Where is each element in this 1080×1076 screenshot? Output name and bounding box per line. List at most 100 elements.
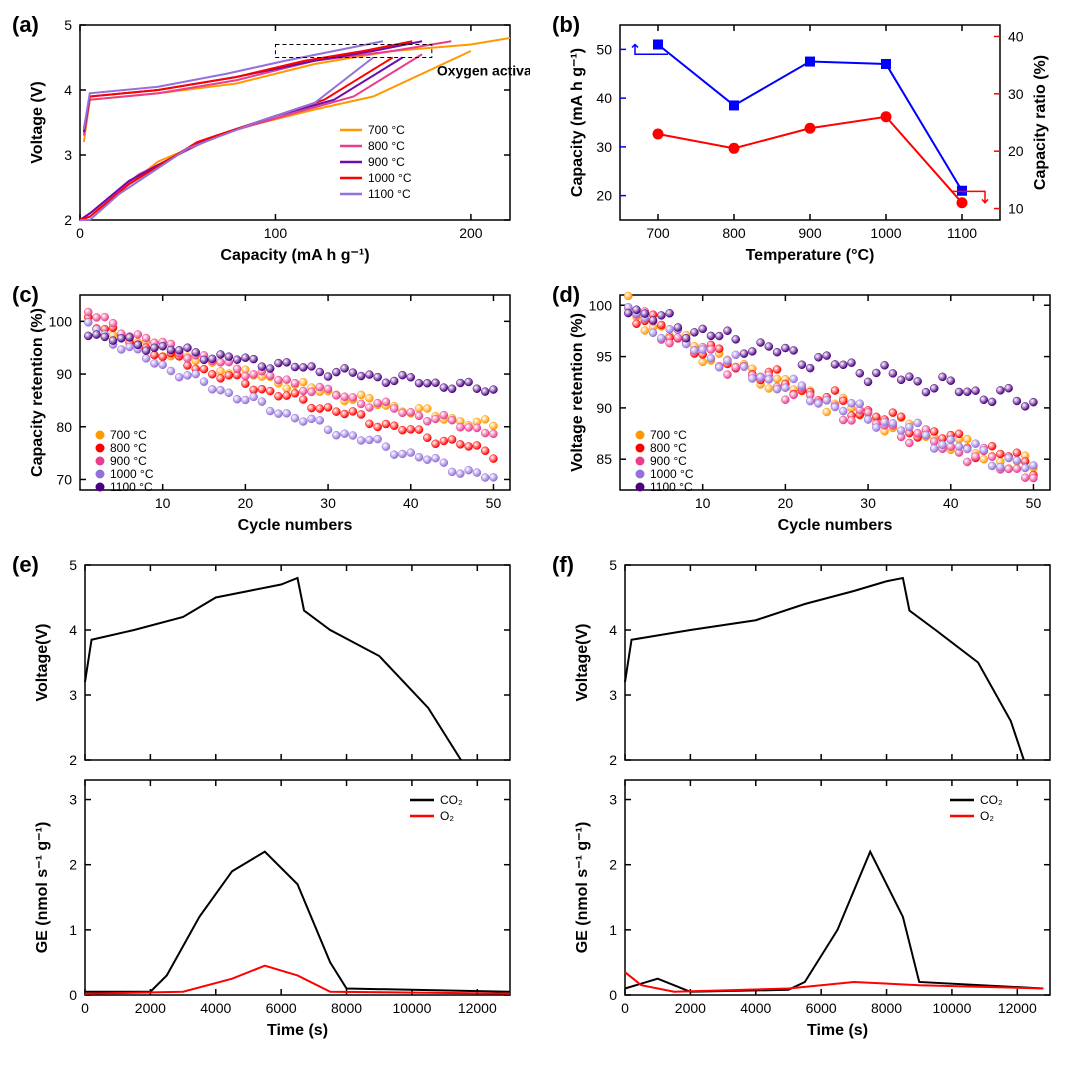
panel-b: (b) 700800900100011002030405010203040Tem… xyxy=(550,10,1070,270)
svg-text:6000: 6000 xyxy=(266,1000,297,1016)
svg-text:GE (nmol s⁻¹ g⁻¹): GE (nmol s⁻¹ g⁻¹) xyxy=(34,822,51,954)
svg-text:20: 20 xyxy=(778,495,794,511)
svg-text:8000: 8000 xyxy=(331,1000,362,1016)
panel-d-label: (d) xyxy=(552,282,580,308)
svg-text:0: 0 xyxy=(69,987,77,1003)
svg-text:40: 40 xyxy=(1008,28,1024,44)
chart-d: 1020304050859095100Cycle numbersVoltage … xyxy=(550,280,1070,540)
svg-text:30: 30 xyxy=(320,495,336,511)
svg-text:Time (s): Time (s) xyxy=(267,1022,328,1039)
svg-text:2000: 2000 xyxy=(135,1000,166,1016)
svg-text:700 °C: 700 °C xyxy=(368,123,405,137)
svg-text:1: 1 xyxy=(609,922,617,938)
chart-b: 700800900100011002030405010203040Tempera… xyxy=(550,10,1070,270)
svg-text:3: 3 xyxy=(69,792,77,808)
chart-e: 2345Voltage(V)01230200040006000800010000… xyxy=(10,550,530,1050)
svg-text:GE (nmol s⁻¹ g⁻¹): GE (nmol s⁻¹ g⁻¹) xyxy=(574,822,591,954)
panel-c-label: (c) xyxy=(12,282,39,308)
svg-text:4: 4 xyxy=(69,622,77,638)
svg-text:6000: 6000 xyxy=(806,1000,837,1016)
svg-text:5: 5 xyxy=(69,557,77,573)
svg-text:Voltage retention (%): Voltage retention (%) xyxy=(569,313,586,472)
svg-text:30: 30 xyxy=(860,495,876,511)
svg-text:1000 °C: 1000 °C xyxy=(110,467,154,481)
svg-text:4000: 4000 xyxy=(200,1000,231,1016)
svg-text:20: 20 xyxy=(596,188,612,204)
svg-text:90: 90 xyxy=(56,366,72,382)
chart-a: 0 100 200 2 3 4 5 Capacity (mA h g⁻¹) Voltage (V… xyxy=(10,10,530,270)
svg-text:4: 4 xyxy=(609,622,617,638)
svg-text:5: 5 xyxy=(609,557,617,573)
svg-text:800 °C: 800 °C xyxy=(368,139,405,153)
svg-text:Cycle numbers: Cycle numbers xyxy=(238,517,353,534)
svg-text:20: 20 xyxy=(1008,143,1024,159)
svg-text:Capacity ratio (%): Capacity ratio (%) xyxy=(1032,55,1049,190)
svg-text:3: 3 xyxy=(69,687,77,703)
svg-text:30: 30 xyxy=(1008,86,1024,102)
svg-text:30: 30 xyxy=(596,139,612,155)
svg-text:Cycle numbers: Cycle numbers xyxy=(778,517,893,534)
svg-text:12000: 12000 xyxy=(998,1000,1037,1016)
svg-text:50: 50 xyxy=(1026,495,1042,511)
svg-text:4: 4 xyxy=(64,82,72,98)
svg-text:900 °C: 900 °C xyxy=(110,454,147,468)
svg-text:3: 3 xyxy=(609,687,617,703)
svg-text:100: 100 xyxy=(264,225,288,241)
svg-text:1100 °C: 1100 °C xyxy=(110,480,153,494)
svg-text:2000: 2000 xyxy=(675,1000,706,1016)
svg-text:90: 90 xyxy=(596,400,612,416)
panel-f-label: (f) xyxy=(552,552,574,578)
svg-text:12000: 12000 xyxy=(458,1000,497,1016)
svg-text:Voltage(V): Voltage(V) xyxy=(34,624,51,702)
chart-c: 1020304050708090100Cycle numbersCapacity… xyxy=(10,280,530,540)
svg-text:Capacity (mA h g⁻¹): Capacity (mA h g⁻¹) xyxy=(220,247,369,264)
svg-text:70: 70 xyxy=(56,471,72,487)
svg-text:1000 °C: 1000 °C xyxy=(650,467,694,481)
svg-text:O₂: O₂ xyxy=(980,809,994,823)
svg-text:Temperature (°C): Temperature (°C) xyxy=(746,247,875,264)
svg-text:4000: 4000 xyxy=(740,1000,771,1016)
svg-text:1000: 1000 xyxy=(870,225,901,241)
svg-text:10000: 10000 xyxy=(932,1000,971,1016)
panel-e-label: (e) xyxy=(12,552,39,578)
svg-text:Voltage(V): Voltage(V) xyxy=(574,624,591,702)
svg-text:3: 3 xyxy=(64,147,72,163)
svg-text:900 °C: 900 °C xyxy=(650,454,687,468)
svg-text:800 °C: 800 °C xyxy=(110,441,147,455)
svg-text:5: 5 xyxy=(64,17,72,33)
svg-text:10: 10 xyxy=(1008,201,1024,217)
chart-f: 2345Voltage(V)01230200040006000800010000… xyxy=(550,550,1070,1050)
svg-text:1100: 1100 xyxy=(947,225,977,241)
svg-text:10: 10 xyxy=(155,495,171,511)
svg-text:0: 0 xyxy=(609,987,617,1003)
svg-text:85: 85 xyxy=(596,451,612,467)
svg-text:10000: 10000 xyxy=(392,1000,431,1016)
svg-text:2: 2 xyxy=(609,752,617,768)
svg-text:2: 2 xyxy=(69,752,77,768)
panel-b-label: (b) xyxy=(552,12,580,38)
panel-a-label: (a) xyxy=(12,12,39,38)
svg-text:0: 0 xyxy=(76,225,84,241)
svg-text:Capacity retention (%): Capacity retention (%) xyxy=(29,308,46,477)
svg-text:200: 200 xyxy=(459,225,483,241)
svg-text:O₂: O₂ xyxy=(440,809,454,823)
figure-grid: (a) 01002002345Capacity (mA h g⁻¹)Voltag… xyxy=(10,10,1070,1050)
svg-text:1: 1 xyxy=(69,922,77,938)
panel-e: (e) 2345Voltage(V)0123020004000600080001… xyxy=(10,550,530,1050)
svg-text:2: 2 xyxy=(64,212,72,228)
svg-text:40: 40 xyxy=(943,495,959,511)
svg-text:95: 95 xyxy=(596,349,612,365)
svg-text:10: 10 xyxy=(695,495,711,511)
svg-text:900 °C: 900 °C xyxy=(368,155,405,169)
svg-text:CO₂: CO₂ xyxy=(440,793,463,807)
svg-text:700 °C: 700 °C xyxy=(110,428,147,442)
svg-text:1000 °C: 1000 °C xyxy=(368,171,412,185)
svg-text:1100 °C: 1100 °C xyxy=(650,480,693,494)
svg-text:700 °C: 700 °C xyxy=(650,428,687,442)
svg-text:20: 20 xyxy=(238,495,254,511)
svg-text:8000: 8000 xyxy=(871,1000,902,1016)
svg-text:Capacity (mA h g⁻¹): Capacity (mA h g⁻¹) xyxy=(569,48,586,197)
svg-text:Voltage (V): Voltage (V) xyxy=(29,81,46,163)
svg-text:700: 700 xyxy=(646,225,670,241)
svg-text:0: 0 xyxy=(81,1000,89,1016)
